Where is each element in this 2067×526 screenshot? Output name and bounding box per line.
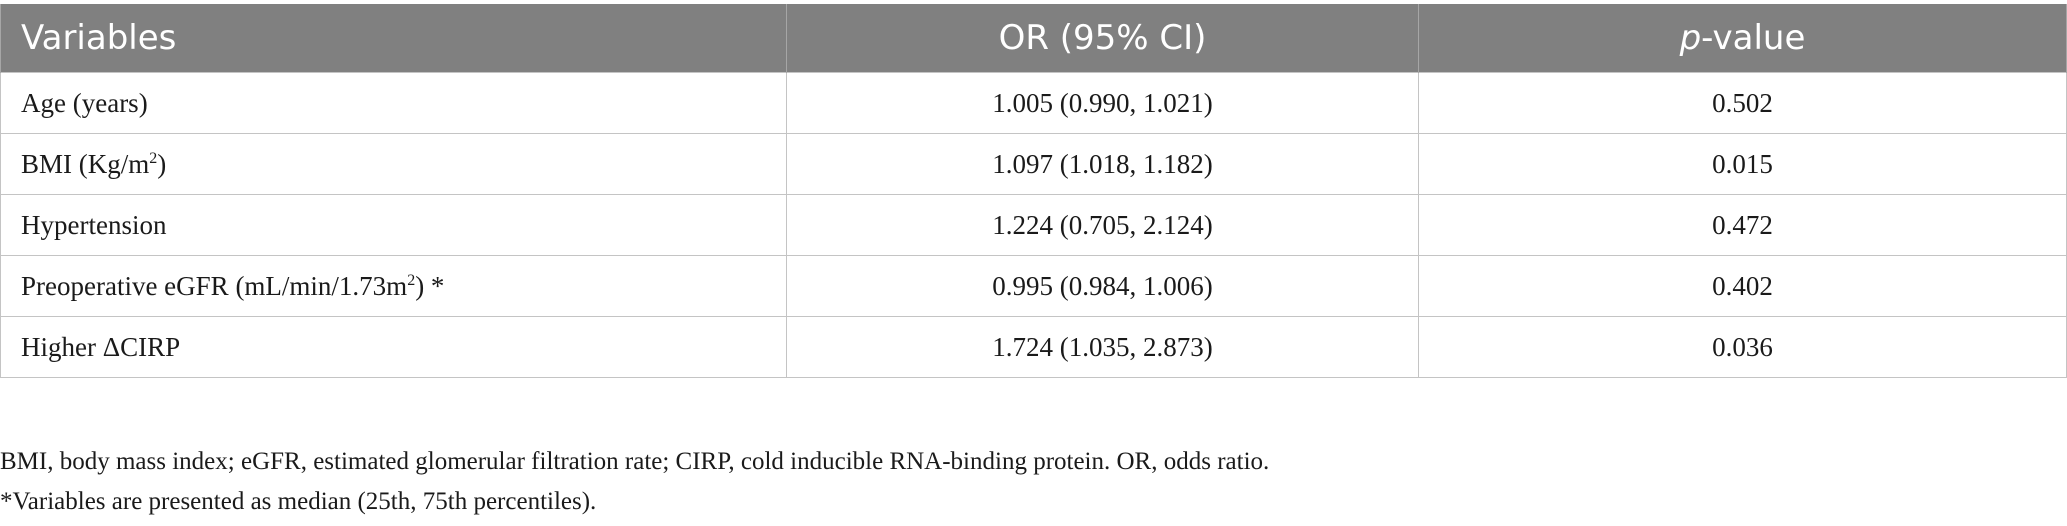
- variable-superscript: 2: [149, 149, 158, 167]
- table-footnotes: BMI, body mass index; eGFR, estimated gl…: [0, 446, 2000, 526]
- variable-cell: Age (years): [0, 72, 787, 134]
- p-value-cell: 0.472: [1418, 194, 2067, 256]
- variable-label-tail: ) *: [415, 270, 445, 301]
- footnote-asterisk: *Variables are presented as median (25th…: [0, 488, 597, 515]
- p-value-cell: 0.502: [1418, 72, 2067, 134]
- variable-cell: BMI (Kg/m2): [0, 133, 787, 195]
- header-row: Variables OR (95% CI) p-value: [0, 4, 2067, 73]
- variable-cell: Higher ΔCIRP: [0, 316, 787, 378]
- table-header: Variables OR (95% CI) p-value: [0, 4, 2067, 73]
- odds-ratio-table: Variables OR (95% CI) p-value Age (years…: [0, 4, 2067, 378]
- or-cell: 1.097 (1.018, 1.182): [786, 133, 1419, 195]
- table-body: Age (years) 1.005 (0.990, 1.021) 0.502 B…: [0, 72, 2067, 378]
- variable-label: Higher ΔCIRP: [21, 331, 181, 362]
- variable-label: Age (years): [21, 87, 148, 118]
- table-row: Age (years) 1.005 (0.990, 1.021) 0.502: [0, 72, 2067, 134]
- or-cell: 1.724 (1.035, 2.873): [786, 316, 1419, 378]
- table-row: Hypertension 1.224 (0.705, 2.124) 0.472: [0, 194, 2067, 256]
- variable-superscript: 2: [407, 271, 416, 289]
- table-row: Higher ΔCIRP 1.724 (1.035, 2.873) 0.036: [0, 316, 2067, 378]
- header-p-rest: -value: [1701, 18, 1806, 58]
- p-value-cell: 0.015: [1418, 133, 2067, 195]
- header-p-value: p-value: [1418, 4, 2067, 73]
- table-row: Preoperative eGFR (mL/min/1.73m2) * 0.99…: [0, 255, 2067, 317]
- variable-cell: Preoperative eGFR (mL/min/1.73m2) *: [0, 255, 787, 317]
- footnote-abbreviations: BMI, body mass index; eGFR, estimated gl…: [0, 448, 1270, 475]
- or-cell: 0.995 (0.984, 1.006): [786, 255, 1419, 317]
- header-variables: Variables: [0, 4, 787, 73]
- or-cell: 1.005 (0.990, 1.021): [786, 72, 1419, 134]
- variable-cell: Hypertension: [0, 194, 787, 256]
- p-value-cell: 0.036: [1418, 316, 2067, 378]
- variable-label-tail: ): [157, 148, 167, 179]
- variable-label: Preoperative eGFR (mL/min/1.73m: [21, 270, 408, 301]
- header-or-ci: OR (95% CI): [786, 4, 1419, 73]
- header-p-italic: p: [1679, 18, 1702, 58]
- variable-label: Hypertension: [21, 209, 167, 240]
- or-cell: 1.224 (0.705, 2.124): [786, 194, 1419, 256]
- variable-label: BMI (Kg/m: [21, 148, 150, 179]
- p-value-cell: 0.402: [1418, 255, 2067, 317]
- table-row: BMI (Kg/m2) 1.097 (1.018, 1.182) 0.015: [0, 133, 2067, 195]
